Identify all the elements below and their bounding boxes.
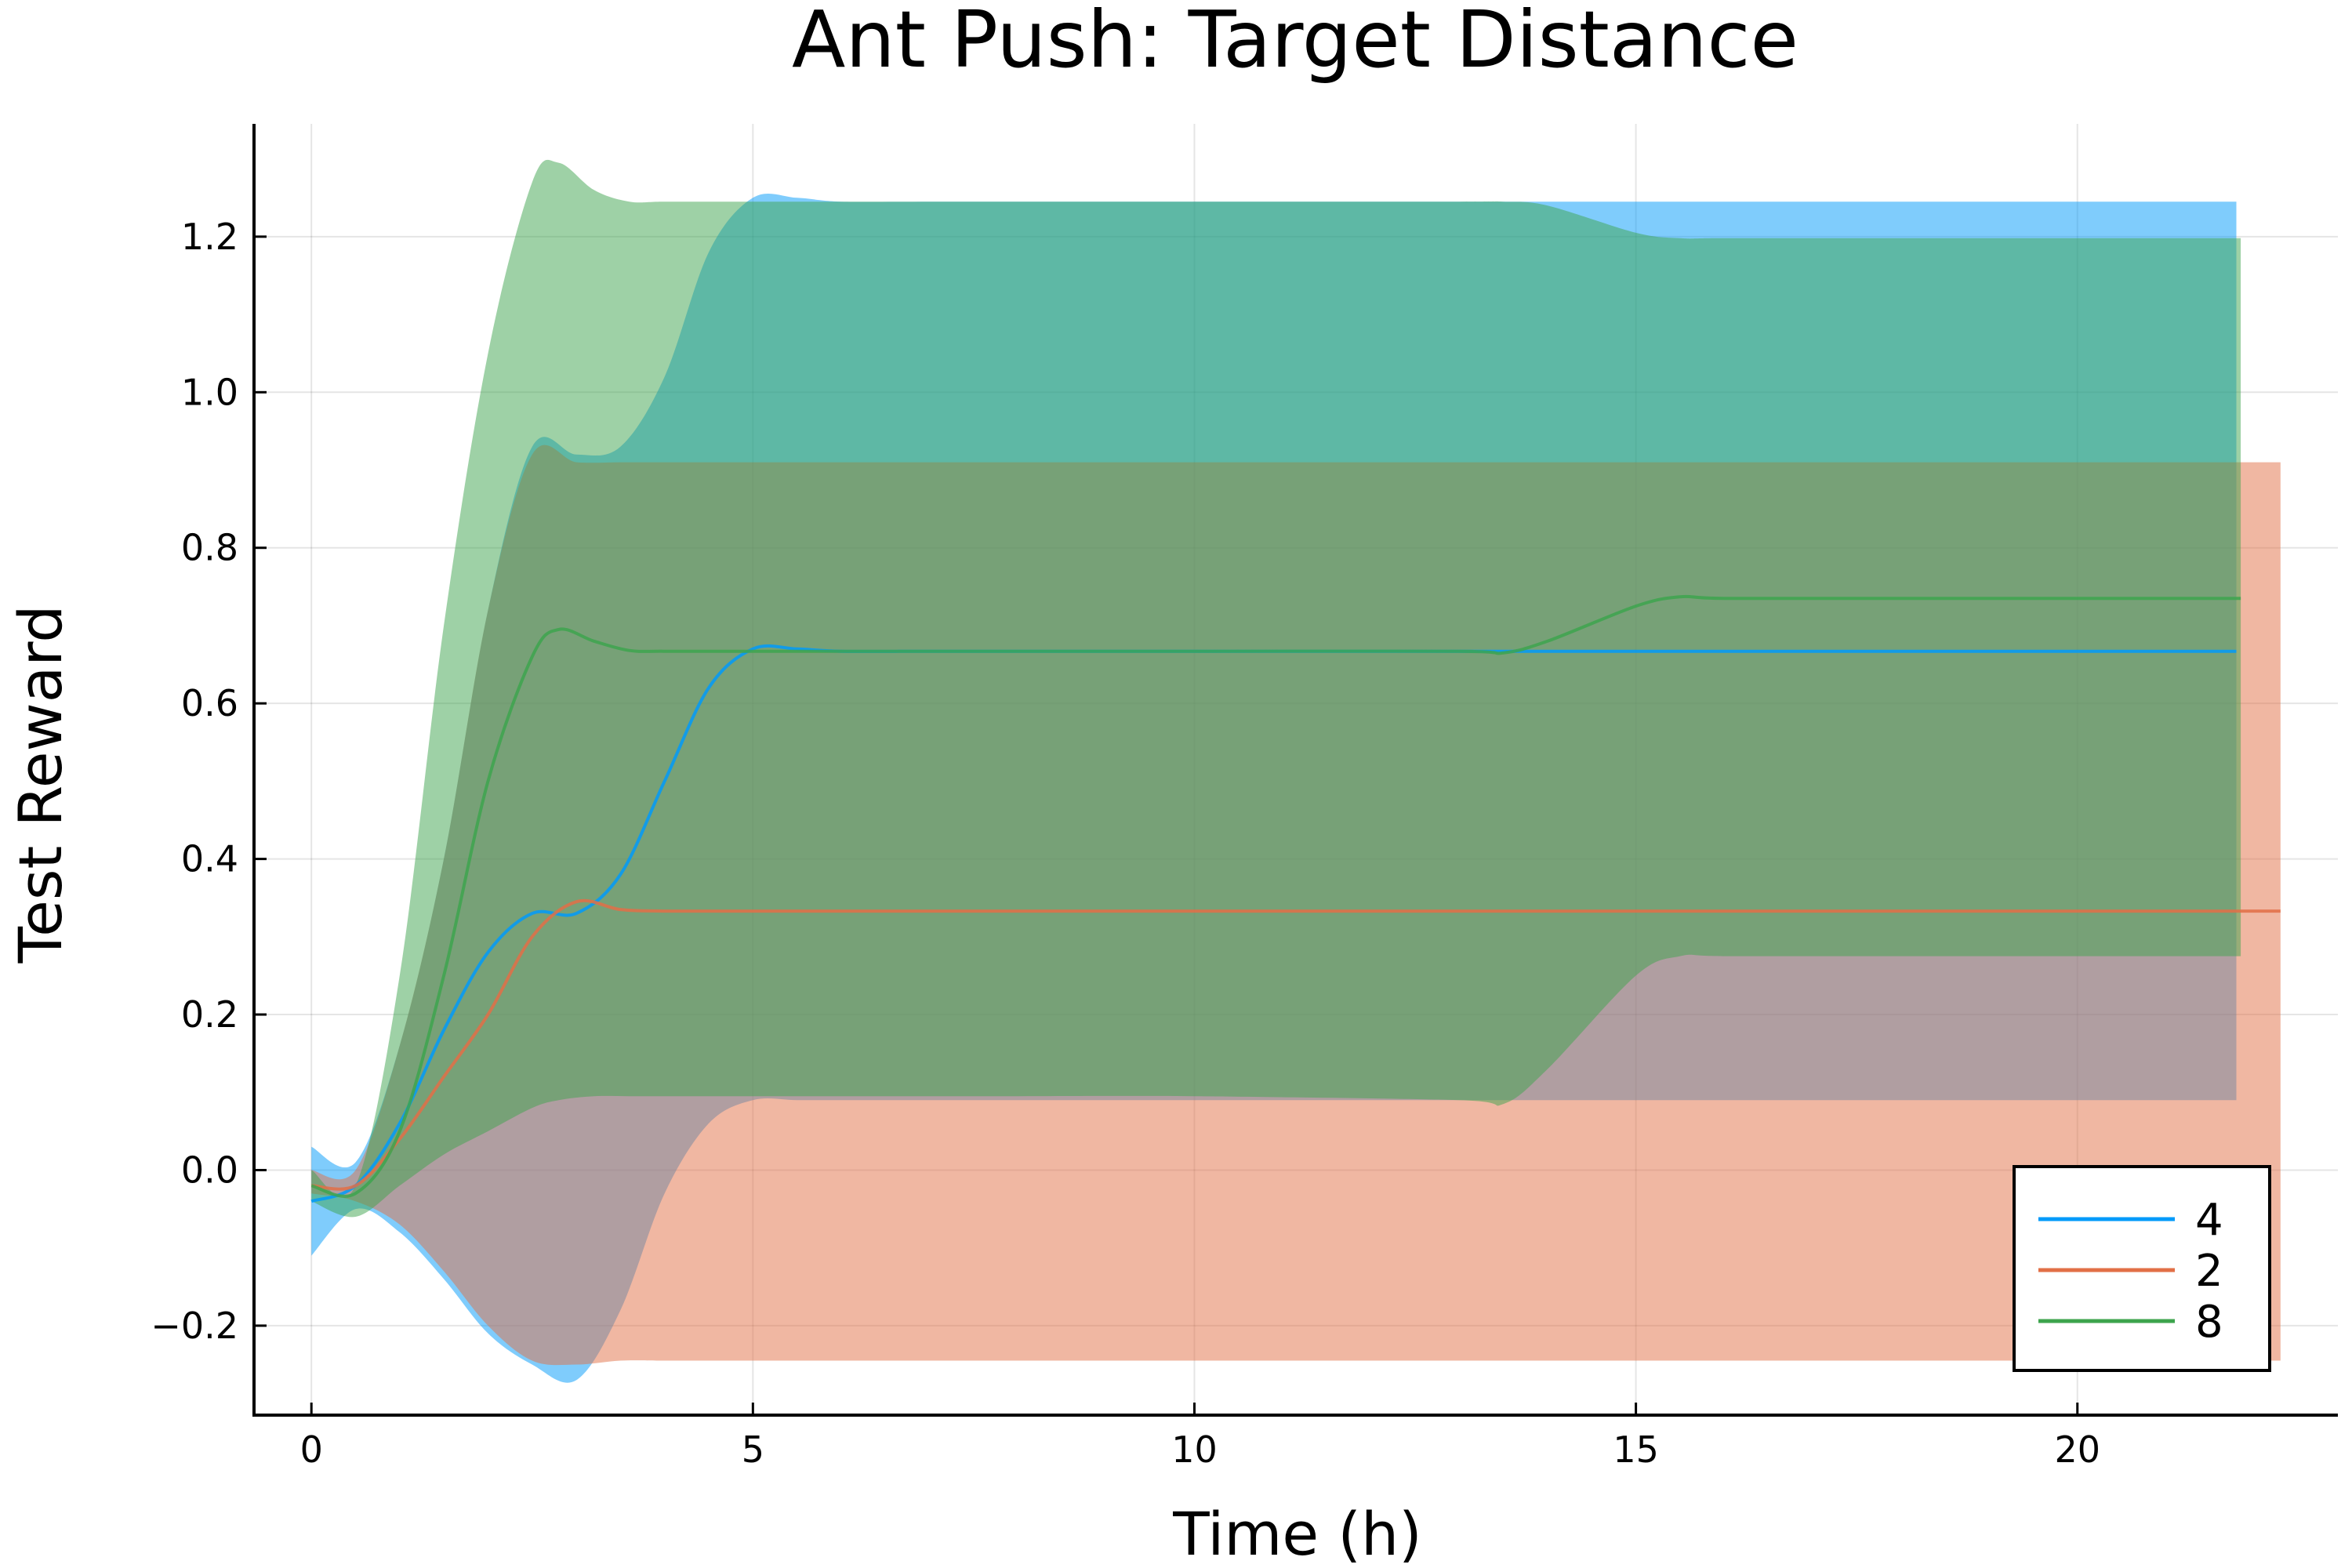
legend: 428: [2013, 1165, 2271, 1372]
y-axis-label: Test Reward: [5, 605, 75, 964]
band-series-8: [311, 159, 2241, 1218]
y-tick-label: 0.8: [181, 527, 238, 569]
legend-label-4: 4: [2195, 1195, 2223, 1246]
y-tick-label: 0.0: [181, 1149, 238, 1191]
ticks: 0 5 10 15 20 −0.2 0.0 0.2 0.4 0.6 0.8 1.0 1.2: [151, 216, 2100, 1471]
series-lines: [310, 594, 2281, 1203]
y-tick-label: 0.2: [181, 993, 238, 1036]
line-series-8: [310, 594, 2241, 1198]
line-series-2: [311, 898, 2281, 1191]
y-tick-label: 0.6: [181, 682, 238, 724]
x-axis-label: Time (h): [1172, 1499, 1422, 1568]
legend-label-8: 8: [2195, 1297, 2223, 1348]
confidence-bands: [311, 159, 2281, 1383]
x-tick-label: 20: [2054, 1428, 2100, 1471]
x-tick-label: 5: [742, 1428, 764, 1471]
chart-title: Ant Push: Target Distance: [792, 0, 1798, 85]
x-tick-label: 0: [300, 1428, 323, 1471]
x-tick-label: 15: [1613, 1428, 1659, 1471]
y-tick-label: 0.4: [181, 838, 238, 880]
x-tick-label: 10: [1171, 1428, 1218, 1471]
legend-label-2: 2: [2195, 1246, 2223, 1297]
y-tick-label: −0.2: [151, 1305, 238, 1347]
y-tick-label: 1.2: [181, 216, 238, 258]
y-tick-label: 1.0: [181, 371, 238, 413]
axes: [252, 124, 2338, 1417]
